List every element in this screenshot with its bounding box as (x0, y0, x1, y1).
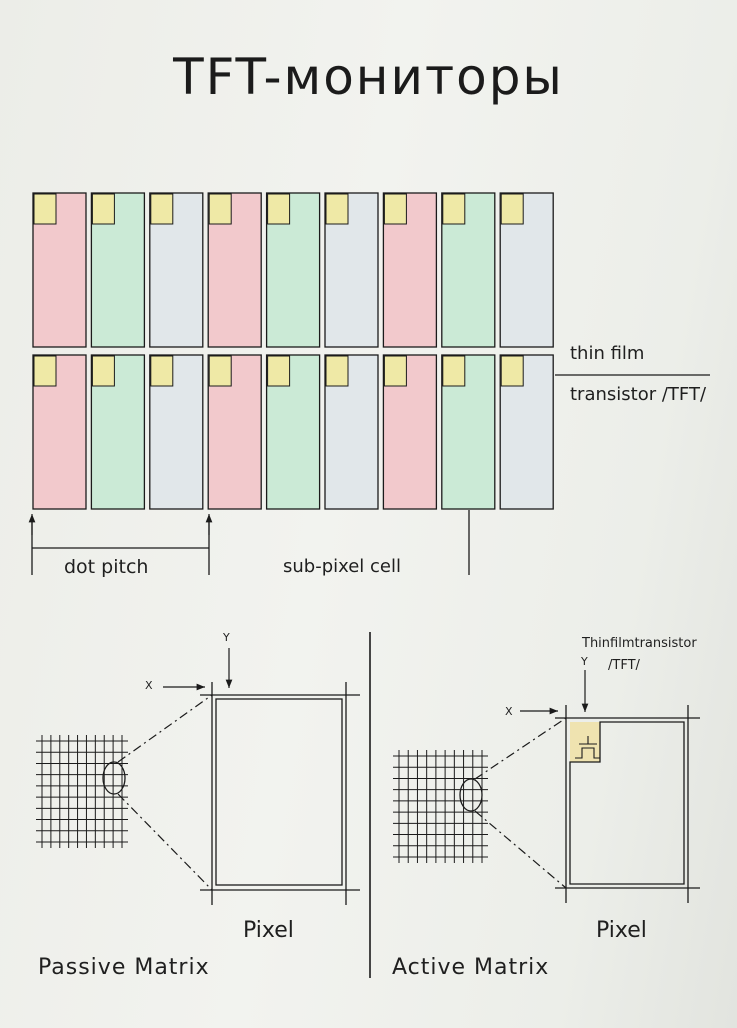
subpixel-transistor (150, 193, 174, 225)
transistor-symbol (575, 736, 600, 759)
active-zoom-circle (459, 778, 483, 812)
subpixel-transistor (325, 193, 349, 225)
subpixel-transistor (208, 355, 232, 387)
passive-matrix-label: Passive Matrix (38, 955, 210, 980)
active-tft-abbrev-label: /TFT/ (608, 658, 640, 673)
active-x-label: X (505, 705, 513, 718)
passive-x-label: X (145, 679, 153, 692)
subpixel-transistor (91, 355, 115, 387)
subpixel-transistor (442, 355, 466, 387)
dot-pitch-label: dot pitch (64, 556, 149, 578)
passive-wire-grid (36, 735, 128, 848)
active-transistor-area (570, 722, 600, 762)
subpixel-transistor (208, 193, 232, 225)
subpixel-transistor (383, 193, 407, 225)
subpixel-transistor (150, 355, 174, 387)
sub-pixel-cell-label: sub-pixel cell (283, 556, 402, 577)
subpixel-grid (32, 192, 554, 510)
dot-pitch-dimension (28, 514, 213, 575)
active-tft-label: Thinfilmtransistor (582, 636, 697, 651)
passive-pixel (215, 698, 343, 886)
thin-film-label: thin film (570, 343, 645, 364)
subpixel-cell-green (90, 192, 146, 348)
active-matrix-label: Active Matrix (392, 955, 550, 980)
passive-y-label: Y (223, 631, 230, 644)
passive-zoom-circle (102, 761, 126, 795)
poster-title: TFT-мониторы (173, 48, 564, 106)
subpixel-transistor (33, 193, 57, 225)
subpixel-transistor (383, 355, 407, 387)
transistor-label: transistor /TFT/ (570, 384, 707, 405)
active-y-label: Y (581, 655, 588, 668)
subpixel-transistor (267, 355, 291, 387)
subpixel-transistor (325, 355, 349, 387)
active-pixel-label: Pixel (596, 918, 647, 943)
subpixel-transistor (91, 193, 115, 225)
subpixel-transistor (500, 193, 524, 225)
subpixel-transistor (33, 355, 57, 387)
passive-pixel-label: Pixel (243, 918, 294, 943)
active-wire-grid (393, 750, 488, 863)
passive-matrix-diagram (36, 648, 360, 905)
subpixel-transistor (267, 193, 291, 225)
active-matrix-diagram (393, 670, 700, 903)
subpixel-transistor (442, 193, 466, 225)
subpixel-transistor (500, 355, 524, 387)
active-pixel (569, 721, 685, 885)
